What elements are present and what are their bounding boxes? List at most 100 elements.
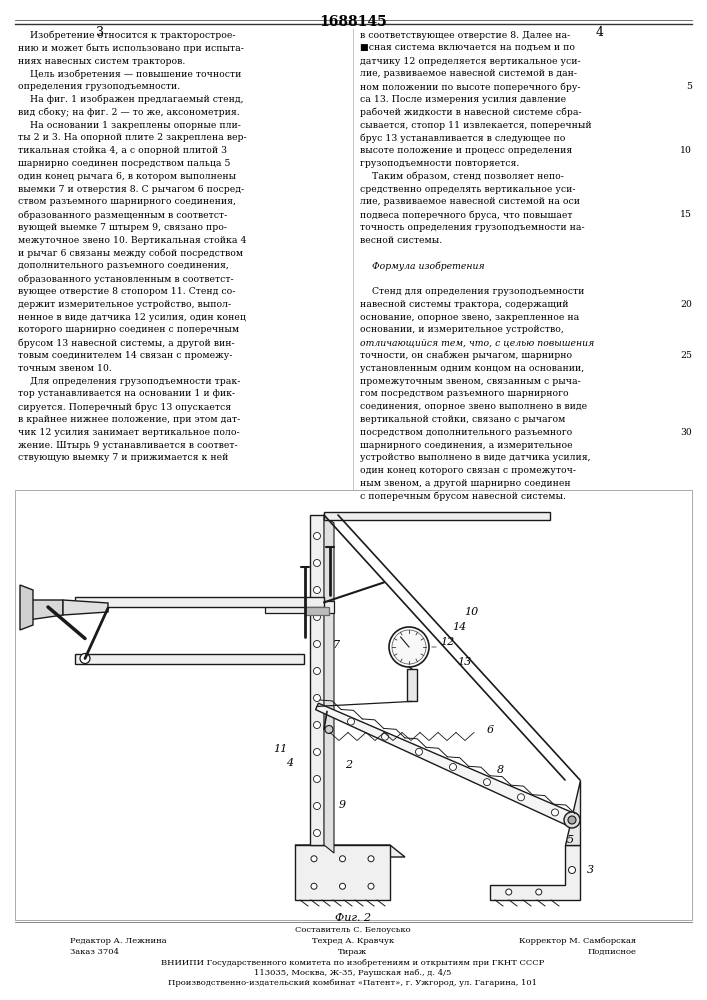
Text: Для определения грузоподъемности трак-: Для определения грузоподъемности трак- bbox=[18, 377, 240, 386]
Bar bbox=[75, 654, 304, 664]
Text: лие, развиваемое навесной системой в дан-: лие, развиваемое навесной системой в дан… bbox=[360, 69, 577, 78]
Circle shape bbox=[389, 627, 429, 667]
Text: Производственно-издательский комбинат «Патент», г. Ужгород, ул. Гагарина, 101: Производственно-издательский комбинат «П… bbox=[168, 979, 537, 987]
Bar bbox=[305, 607, 329, 615]
Text: На фиг. 1 изображен предлагаемый стенд,: На фиг. 1 изображен предлагаемый стенд, bbox=[18, 95, 243, 104]
Text: Составитель С. Белоусько: Составитель С. Белоусько bbox=[296, 926, 411, 934]
Text: определения грузоподъемности.: определения грузоподъемности. bbox=[18, 82, 180, 91]
Text: 10: 10 bbox=[680, 146, 692, 155]
Text: 5: 5 bbox=[686, 82, 692, 91]
Text: датчику 12 определяется вертикальное уси-: датчику 12 определяется вертикальное уси… bbox=[360, 57, 580, 66]
Circle shape bbox=[313, 748, 320, 756]
Circle shape bbox=[313, 586, 320, 593]
Text: ненное в виде датчика 12 усилия, один конец: ненное в виде датчика 12 усилия, один ко… bbox=[18, 313, 246, 322]
Bar bbox=[310, 515, 324, 845]
Text: межуточное звено 10. Вертикальная стойка 4: межуточное звено 10. Вертикальная стойка… bbox=[18, 236, 247, 245]
Circle shape bbox=[311, 883, 317, 889]
Text: ном положении по высоте поперечного бру-: ном положении по высоте поперечного бру- bbox=[360, 82, 580, 92]
Text: отличающийся тем, что, с целью повышения: отличающийся тем, что, с целью повышения bbox=[360, 338, 595, 347]
Text: дополнительного разъемного соединения,: дополнительного разъемного соединения, bbox=[18, 261, 229, 270]
Polygon shape bbox=[490, 845, 580, 900]
Text: ■сная система включается на подъем и по: ■сная система включается на подъем и по bbox=[360, 44, 575, 53]
Text: 113035, Москва, Ж-35, Раушская наб., д. 4/5: 113035, Москва, Ж-35, Раушская наб., д. … bbox=[255, 969, 452, 977]
Text: в крайнее нижнее положение, при этом дат-: в крайнее нижнее положение, при этом дат… bbox=[18, 415, 240, 424]
Text: один конец которого связан с промежуточ-: один конец которого связан с промежуточ- bbox=[360, 466, 576, 475]
Text: с поперечным брусом навесной системы.: с поперечным брусом навесной системы. bbox=[360, 492, 566, 501]
Text: промежуточным звеном, связанным с рыча-: промежуточным звеном, связанным с рыча- bbox=[360, 377, 580, 386]
Text: шарнирного соединения, а измерительное: шарнирного соединения, а измерительное bbox=[360, 441, 573, 450]
Circle shape bbox=[506, 889, 512, 895]
Text: точным звеном 10.: точным звеном 10. bbox=[18, 364, 112, 373]
Text: один конец рычага 6, в котором выполнены: один конец рычага 6, в котором выполнены bbox=[18, 172, 236, 181]
Text: 5: 5 bbox=[566, 835, 573, 845]
Circle shape bbox=[564, 812, 580, 828]
Text: ным звеном, а другой шарнирно соединен: ным звеном, а другой шарнирно соединен bbox=[360, 479, 571, 488]
Circle shape bbox=[392, 630, 426, 664]
Text: товым соединителем 14 связан с промежу-: товым соединителем 14 связан с промежу- bbox=[18, 351, 233, 360]
Text: тикальная стойка 4, а с опорной плитой 3: тикальная стойка 4, а с опорной плитой 3 bbox=[18, 146, 227, 155]
Circle shape bbox=[313, 532, 320, 540]
Text: 14: 14 bbox=[452, 622, 466, 632]
Text: устройство выполнено в виде датчика усилия,: устройство выполнено в виде датчика усил… bbox=[360, 453, 590, 462]
Text: гом посредством разъемного шарнирного: гом посредством разъемного шарнирного bbox=[360, 389, 568, 398]
Text: 3: 3 bbox=[96, 26, 104, 39]
Text: лие, развиваемое навесной системой на оси: лие, развиваемое навесной системой на ос… bbox=[360, 197, 580, 206]
Circle shape bbox=[348, 718, 354, 725]
Text: вертикальной стойки, связано с рычагом: вертикальной стойки, связано с рычагом bbox=[360, 415, 566, 424]
Text: Изобретение относится к тракторострое-: Изобретение относится к тракторострое- bbox=[18, 31, 235, 40]
Text: образованного размещенным в соответст-: образованного размещенным в соответст- bbox=[18, 210, 227, 220]
Circle shape bbox=[80, 654, 90, 664]
Circle shape bbox=[313, 694, 320, 702]
Circle shape bbox=[568, 866, 575, 874]
Text: 11: 11 bbox=[273, 744, 287, 754]
Circle shape bbox=[416, 748, 423, 755]
Text: Цель изобретения — повышение точности: Цель изобретения — повышение точности bbox=[18, 69, 241, 79]
Circle shape bbox=[484, 779, 491, 786]
Circle shape bbox=[536, 889, 542, 895]
Circle shape bbox=[313, 722, 320, 728]
Circle shape bbox=[339, 883, 346, 889]
Text: вид сбоку; на фиг. 2 — то же, аксонометрия.: вид сбоку; на фиг. 2 — то же, аксонометр… bbox=[18, 108, 240, 117]
Text: ствующую выемку 7 и прижимается к ней: ствующую выемку 7 и прижимается к ней bbox=[18, 453, 228, 462]
Text: 12: 12 bbox=[440, 637, 454, 647]
Text: 25: 25 bbox=[680, 351, 692, 360]
Text: 30: 30 bbox=[680, 428, 692, 437]
Text: в соответствующее отверстие 8. Далее на-: в соответствующее отверстие 8. Далее на- bbox=[360, 31, 571, 40]
Polygon shape bbox=[324, 515, 334, 853]
Circle shape bbox=[313, 668, 320, 674]
Text: жение. Штырь 9 устанавливается в соответ-: жение. Штырь 9 устанавливается в соответ… bbox=[18, 441, 238, 450]
Text: установленным одним концом на основании,: установленным одним концом на основании, bbox=[360, 364, 584, 373]
Polygon shape bbox=[63, 600, 108, 615]
Circle shape bbox=[382, 733, 389, 740]
Text: 7: 7 bbox=[332, 640, 339, 650]
Circle shape bbox=[368, 883, 374, 889]
Text: На основании 1 закреплены опорные пли-: На основании 1 закреплены опорные пли- bbox=[18, 121, 241, 130]
Polygon shape bbox=[295, 845, 390, 900]
Text: навесной системы трактора, содержащий: навесной системы трактора, содержащий bbox=[360, 300, 568, 309]
Text: средственно определять вертикальное уси-: средственно определять вертикальное уси- bbox=[360, 185, 575, 194]
Text: точность определения грузоподъемности на-: точность определения грузоподъемности на… bbox=[360, 223, 585, 232]
Circle shape bbox=[368, 856, 374, 862]
Circle shape bbox=[313, 613, 320, 620]
Text: рабочей жидкости в навесной системе сбра-: рабочей жидкости в навесной системе сбра… bbox=[360, 108, 582, 117]
Text: Таким образом, стенд позволяет непо-: Таким образом, стенд позволяет непо- bbox=[360, 172, 564, 181]
Text: 6: 6 bbox=[486, 725, 493, 735]
Bar bbox=[407, 669, 417, 701]
Bar bbox=[324, 512, 550, 520]
Text: 4: 4 bbox=[596, 26, 604, 39]
Text: Редактор А. Лежнина: Редактор А. Лежнина bbox=[70, 937, 167, 945]
Text: ты 2 и 3. На опорной плите 2 закреплена вер-: ты 2 и 3. На опорной плите 2 закреплена … bbox=[18, 133, 247, 142]
Bar bbox=[75, 597, 324, 607]
Text: весной системы.: весной системы. bbox=[360, 236, 443, 245]
Text: основание, опорное звено, закрепленное на: основание, опорное звено, закрепленное н… bbox=[360, 313, 579, 322]
Circle shape bbox=[325, 726, 333, 734]
Text: 13: 13 bbox=[457, 657, 471, 667]
Circle shape bbox=[313, 560, 320, 566]
Text: 2: 2 bbox=[346, 760, 353, 770]
Text: чик 12 усилия занимает вертикальное поло-: чик 12 усилия занимает вертикальное поло… bbox=[18, 428, 240, 437]
Text: выемки 7 и отверстия 8. С рычагом 6 посред-: выемки 7 и отверстия 8. С рычагом 6 поср… bbox=[18, 185, 244, 194]
Circle shape bbox=[313, 776, 320, 782]
Text: са 13. После измерения усилия давление: са 13. После измерения усилия давление bbox=[360, 95, 566, 104]
Text: точности, он снабжен рычагом, шарнирно: точности, он снабжен рычагом, шарнирно bbox=[360, 351, 572, 360]
Polygon shape bbox=[315, 703, 575, 826]
